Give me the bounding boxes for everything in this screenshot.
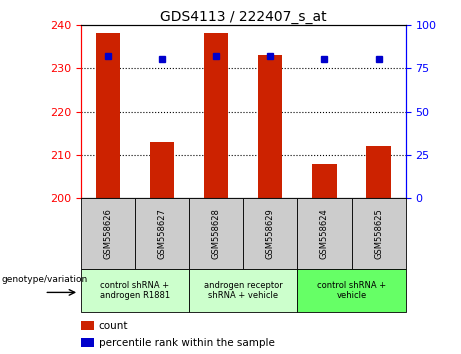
Bar (135, 198, 189, 269)
Text: GSM558625: GSM558625 (374, 208, 383, 259)
Title: GDS4113 / 222407_s_at: GDS4113 / 222407_s_at (160, 10, 326, 24)
Text: genotype/variation: genotype/variation (1, 275, 88, 284)
Text: androgen receptor
shRNA + vehicle: androgen receptor shRNA + vehicle (204, 281, 283, 300)
Bar (258, 55, 283, 198)
Text: control shRNA +
androgen R1881: control shRNA + androgen R1881 (100, 281, 170, 300)
Bar (150, 142, 174, 198)
Bar (81, 338, 94, 347)
Text: count: count (99, 321, 128, 331)
Bar (312, 164, 337, 198)
Bar (243, 198, 297, 269)
Bar (189, 198, 243, 269)
Bar (95, 33, 120, 198)
Bar (297, 269, 406, 312)
Bar (189, 269, 297, 312)
Bar (81, 198, 135, 269)
Text: GSM558628: GSM558628 (212, 208, 221, 259)
Text: control shRNA +
vehicle: control shRNA + vehicle (317, 281, 386, 300)
Bar (297, 198, 352, 269)
Bar (352, 198, 406, 269)
Text: GSM558629: GSM558629 (266, 208, 275, 259)
Bar (204, 33, 228, 198)
Text: GSM558626: GSM558626 (103, 208, 112, 259)
Bar (81, 269, 189, 312)
Bar (81, 321, 94, 330)
Bar (366, 146, 391, 198)
Text: GSM558627: GSM558627 (157, 208, 166, 259)
Text: GSM558624: GSM558624 (320, 208, 329, 259)
Text: percentile rank within the sample: percentile rank within the sample (99, 338, 274, 348)
